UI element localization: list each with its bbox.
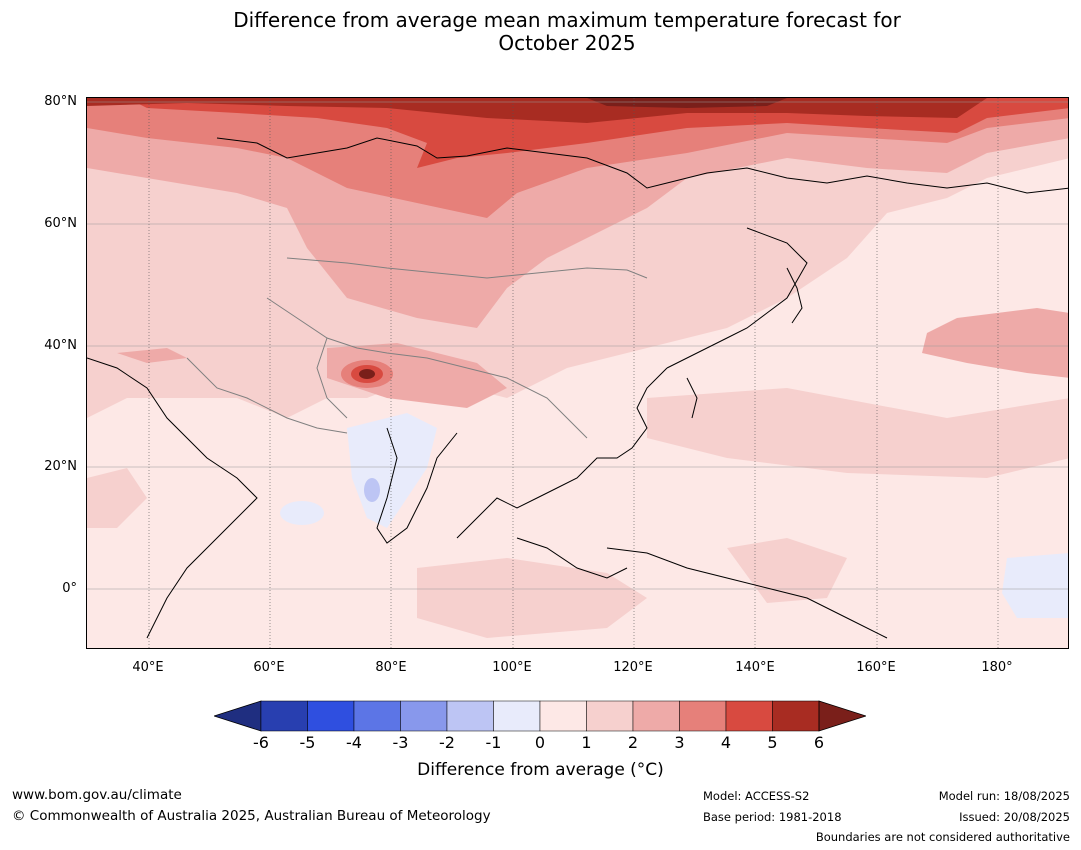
colorbar-tick-label: 3 [674,733,685,752]
lon-label-180: 180° [981,660,1013,675]
map-svg [87,98,1068,648]
field-neg2-india [364,478,380,502]
hotspot-core [359,369,375,379]
field-1-2-arabia [87,468,147,528]
colorbar-tick-label: 2 [627,733,639,752]
colorbar-tick-label: 6 [813,733,825,752]
title-line-2: October 2025 [498,31,636,55]
colorbar-tick-label: 4 [720,733,732,752]
colorbar-segment [493,700,541,732]
colorbar-tick-label: -4 [346,733,362,752]
colorbar-tick-label: -1 [485,733,502,752]
field-1-2-indonesia [417,558,647,638]
country-borders [186,257,648,439]
field-2-3-caspian [117,348,187,363]
field-1-2-pacific [727,538,847,603]
forecast-map [86,97,1069,649]
colorbar-segment [539,700,587,732]
colorbar-tick-label: -5 [299,733,316,752]
map-title: Difference from average mean maximum tem… [0,9,1081,55]
lat-label-60n: 60°N [44,216,77,231]
lon-label-60e: 60°E [253,660,285,675]
colorbar-segment [586,700,634,732]
field-4-5-arctic [127,98,1068,168]
colorbar-segment [446,700,494,732]
lat-label-80n: 80°N [44,94,77,109]
colorbar-segment [632,700,680,732]
colorbar-tick-label: -3 [392,733,409,752]
footer-model: Model: ACCESS-S2 [703,789,810,803]
lon-label-80e: 80°E [375,660,407,675]
colorbar-label: Difference from average (°C) [417,760,664,780]
footer-model-run: Model run: 18/08/2025 [938,789,1070,803]
footer-disclaimer: Boundaries are not considered authoritat… [815,830,1070,844]
latitude-lines [87,101,1068,590]
colorbar-segment [307,700,355,732]
colorbar-segment [353,700,401,732]
colorbar-extend-high [818,700,868,732]
footer-issued: Issued: 20/08/2025 [959,810,1070,824]
lat-label-40n: 40°N [44,338,77,353]
colorbar-extend-low [212,700,262,732]
lon-label-120e: 120°E [613,660,653,675]
colorbar-segment [725,700,773,732]
footer-website[interactable]: www.bom.gov.au/climate [12,787,182,803]
field-neg-arabiansea [280,501,324,525]
colorbar-tick-label: -6 [253,733,269,752]
colorbar-segment [260,700,308,732]
lon-label-140e: 140°E [735,660,775,675]
lat-label-20n: 20°N [44,459,77,474]
field-1-2-nwpacific [647,388,1068,478]
title-line-1: Difference from average mean maximum tem… [233,8,901,32]
colorbar-tick-label: 1 [581,733,592,752]
field-neg-pacific [1002,553,1068,618]
colorbar-segment [679,700,727,732]
lon-label-160e: 160°E [856,660,896,675]
colorbar-segment [400,700,448,732]
footer-copyright: © Commonwealth of Australia 2025, Austra… [12,808,491,824]
colorbar-tick-label: 5 [767,733,778,752]
lon-label-40e: 40°E [132,660,164,675]
lon-label-100e: 100°E [492,660,532,675]
graticule [148,98,999,648]
footer-base-period: Base period: 1981-2018 [703,810,842,824]
colorbar-tick-label: -2 [439,733,455,752]
field-2-3-nwpacific [922,308,1068,378]
field-2-3-tibet [327,343,507,408]
lat-label-0: 0° [62,581,77,596]
coastlines [87,137,1068,639]
field-6plus-arctic [587,98,787,108]
colorbar-segment [772,700,820,732]
colorbar-svg [212,700,868,732]
colorbar [212,699,868,733]
field-3-4-arctic [87,98,1068,218]
colorbar-tick-label: 0 [534,733,546,752]
